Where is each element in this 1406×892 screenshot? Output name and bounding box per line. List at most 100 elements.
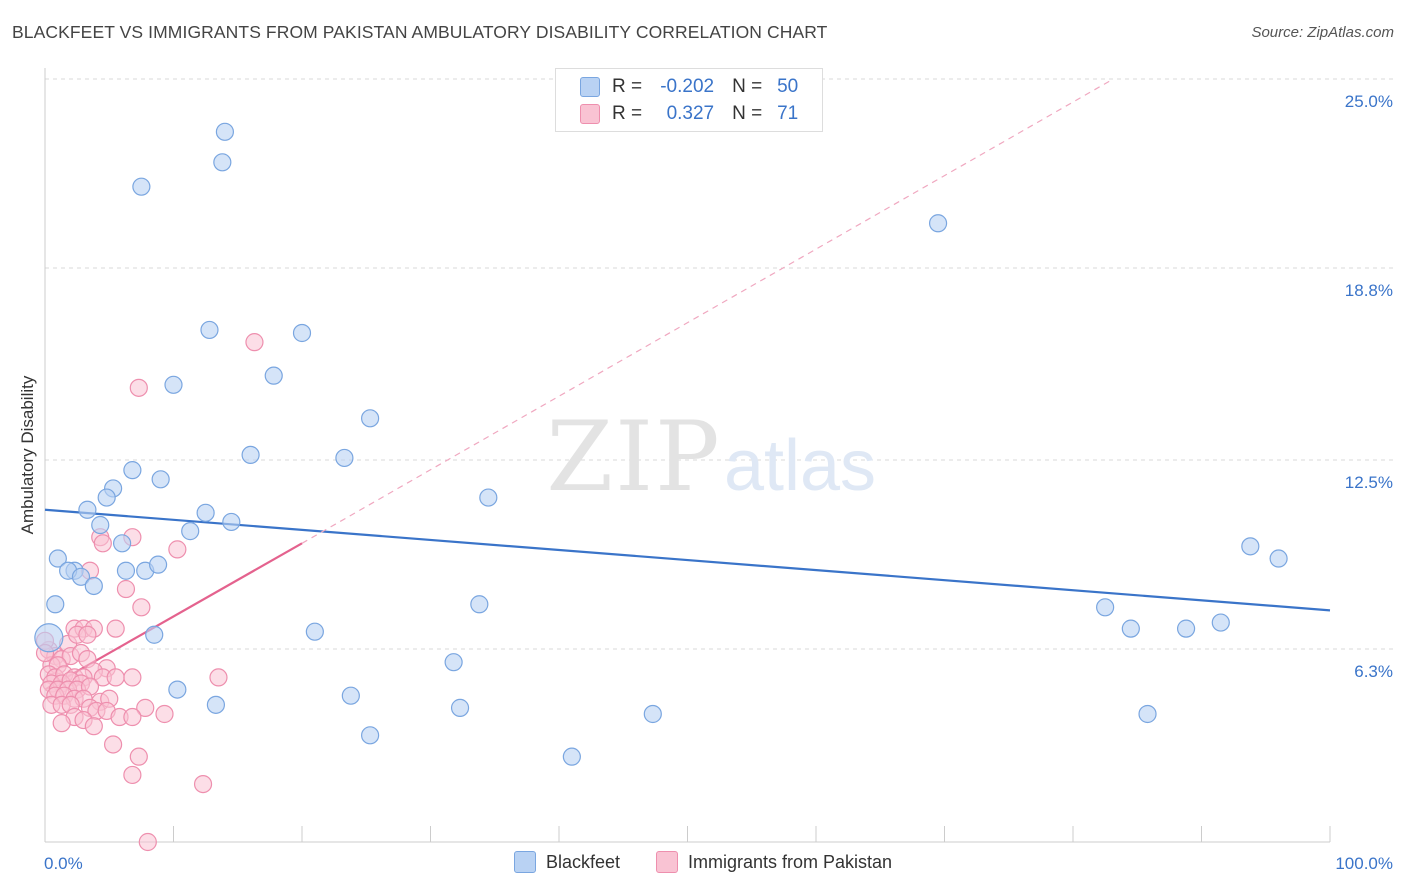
r-value: 0.327 — [666, 103, 715, 124]
blackfeet-point — [123, 461, 142, 480]
blackfeet-point — [643, 704, 662, 724]
pakistan-point — [123, 668, 142, 687]
y-tick-label: 6.3% — [1354, 662, 1393, 681]
pakistan-point — [245, 333, 264, 352]
pakistan-point — [116, 579, 136, 599]
blackfeet-point — [48, 549, 67, 568]
pakistan-point — [193, 774, 213, 794]
blackfeet-point — [213, 153, 232, 172]
pakistan-point — [52, 714, 71, 733]
blackfeet-point — [479, 488, 498, 507]
pakistan-point — [106, 668, 125, 687]
blackfeet-point — [1176, 619, 1196, 638]
r-label: R = — [612, 76, 643, 97]
blackfeet-point — [84, 576, 103, 596]
legend-label-blackfeet: Blackfeet — [545, 851, 620, 872]
pakistan-point — [93, 534, 112, 553]
blackfeet-point — [241, 445, 260, 465]
pink-swatch — [655, 851, 678, 873]
blackfeet-point — [148, 555, 168, 574]
blackfeet-point — [1241, 537, 1260, 556]
blackfeet-point — [34, 623, 64, 653]
blackfeet-point — [562, 747, 581, 766]
pakistan-point — [104, 735, 123, 754]
blackfeet-point — [470, 595, 489, 614]
watermark: ZIP atlas — [546, 401, 876, 513]
blackfeet-point — [46, 595, 65, 614]
blackfeet-point — [206, 695, 226, 714]
n-value: 50 — [777, 76, 799, 97]
r-value: -0.202 — [660, 76, 715, 97]
blackfeet-point — [78, 500, 97, 519]
blackfeet-point — [181, 522, 200, 541]
source-label: Source: ZipAtlas.com — [1251, 24, 1394, 41]
blackfeet-point — [145, 625, 164, 644]
pakistan-point — [129, 378, 148, 397]
chart-title: BLACKFEET VS IMMIGRANTS FROM PAKISTAN AM… — [12, 22, 828, 42]
blackfeet-point — [222, 512, 241, 532]
y-tick-label: 12.5% — [1345, 473, 1393, 492]
pakistan-point — [106, 619, 125, 638]
legend-label-pakistan: Immigrants from Pakistan — [687, 851, 893, 872]
x-tick-label-start: 0.0% — [44, 854, 83, 873]
blackfeet-point — [1138, 704, 1157, 724]
legend-row-blackfeet: R = -0.202 N = 50 — [580, 75, 798, 99]
blackfeet-trendline — [44, 508, 1331, 612]
n-label: N = — [732, 76, 763, 97]
blackfeet-point — [200, 320, 219, 340]
pakistan-point — [168, 540, 187, 559]
pakistan-point — [78, 625, 97, 644]
points-layer — [34, 122, 1288, 852]
watermark-zip: ZIP — [546, 401, 721, 513]
x-tick-label-end: 100.0% — [1335, 854, 1393, 873]
y-tick-label: 18.8% — [1345, 281, 1393, 300]
trend-layer — [44, 79, 1331, 691]
blackfeet-point — [361, 409, 380, 428]
blackfeet-point — [335, 448, 354, 468]
blackfeet-point — [1121, 619, 1140, 638]
blackfeet-point — [112, 534, 132, 553]
legend-row-pakistan: R = 0.327 N = 71 — [580, 102, 798, 126]
pakistan-point — [155, 704, 174, 724]
pakistan-trendline-extension — [301, 79, 1112, 544]
grid-layer — [45, 78, 1393, 650]
legend-item-pakistan[interactable]: Immigrants from Pakistan — [655, 851, 893, 873]
watermark-atlas: atlas — [724, 426, 876, 506]
y-tick-label: 25.0% — [1345, 92, 1393, 111]
blackfeet-point — [341, 686, 360, 705]
pakistan-point — [129, 747, 148, 766]
blackfeet-point — [132, 177, 151, 196]
blackfeet-point — [215, 122, 234, 141]
blackfeet-point — [196, 503, 215, 522]
pakistan-point — [123, 707, 142, 727]
legend-item-blackfeet[interactable]: Blackfeet — [513, 851, 620, 873]
pakistan-point — [84, 717, 103, 736]
blackfeet-point — [116, 561, 136, 580]
tick-label-layer: 6.3% 12.5% 18.8% 25.0% 0.0% 100.0% — [44, 92, 1393, 873]
n-label: N = — [732, 103, 763, 124]
r-label: R = — [612, 103, 643, 124]
pakistan-point — [209, 668, 228, 687]
blackfeet-point — [450, 698, 470, 717]
pakistan-point — [138, 832, 157, 852]
blue-swatch — [513, 851, 536, 873]
blackfeet-point — [928, 214, 948, 233]
blackfeet-point — [264, 366, 283, 385]
correlation-legend: R = -0.202 N = 50 R = 0.327 N = 71 — [555, 68, 823, 132]
blackfeet-point — [305, 622, 324, 641]
blackfeet-point — [1269, 549, 1288, 568]
blackfeet-point — [444, 653, 463, 672]
pakistan-point — [132, 598, 151, 617]
blackfeet-point — [91, 515, 110, 535]
pakistan-point — [136, 698, 155, 717]
blackfeet-point — [151, 470, 170, 489]
blackfeet-point — [97, 488, 116, 507]
blackfeet-point — [71, 567, 91, 586]
pink-swatch — [580, 104, 600, 124]
blackfeet-point — [1211, 613, 1230, 632]
blackfeet-point — [361, 726, 380, 745]
blackfeet-point — [168, 680, 187, 699]
blackfeet-point — [1096, 598, 1115, 617]
blackfeet-point — [292, 323, 312, 343]
